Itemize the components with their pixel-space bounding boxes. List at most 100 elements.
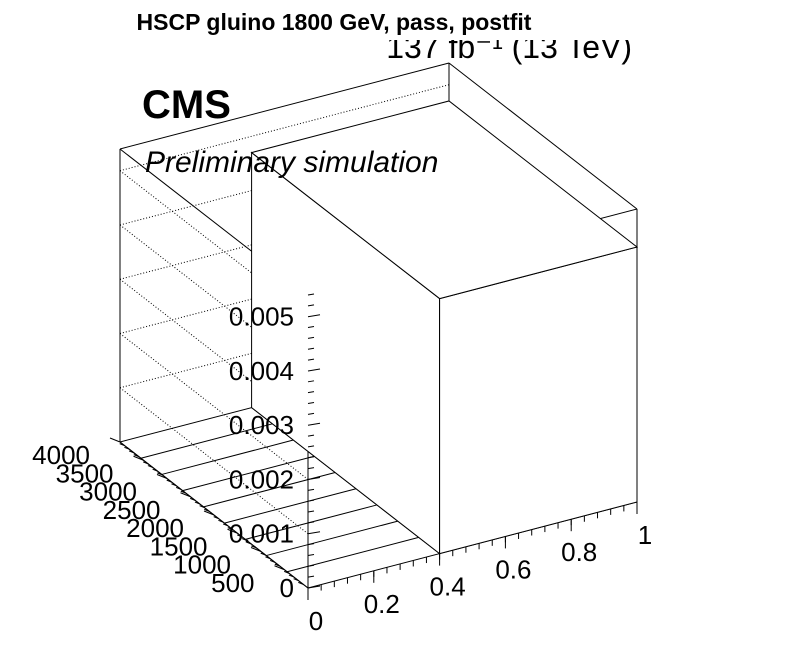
y-tick-label: 3500 bbox=[56, 458, 114, 488]
y-minor-tick bbox=[128, 450, 135, 454]
y-minor-tick bbox=[166, 479, 172, 483]
y-tick-label: 500 bbox=[211, 568, 254, 598]
y-major-tick bbox=[133, 455, 144, 461]
y-minor-tick bbox=[284, 570, 290, 574]
y-minor-tick bbox=[143, 461, 149, 465]
y-minor-tick bbox=[251, 545, 257, 549]
y-minor-tick bbox=[218, 519, 224, 523]
z-major-tick bbox=[307, 585, 321, 589]
y-major-tick bbox=[156, 474, 168, 479]
y-minor-tick bbox=[199, 505, 205, 509]
preliminary-label: Preliminary simulation bbox=[145, 146, 438, 179]
z-tick-label: 0.001 bbox=[229, 519, 294, 549]
z-major-tick bbox=[307, 368, 321, 372]
z-tick-label: 0.003 bbox=[229, 410, 294, 440]
z-tick-label: 0.002 bbox=[229, 464, 294, 494]
z-minor-tick bbox=[307, 467, 315, 470]
y-minor-tick bbox=[152, 468, 158, 472]
y-minor-tick bbox=[241, 538, 248, 542]
frame-top-edge bbox=[119, 62, 450, 150]
z-minor-tick bbox=[307, 553, 315, 556]
y-tick-label: 2000 bbox=[126, 513, 184, 543]
x-tick-label: 0 bbox=[309, 606, 323, 636]
z-minor-tick bbox=[307, 456, 315, 459]
z-grid-line bbox=[119, 333, 309, 480]
y-minor-tick bbox=[175, 486, 182, 490]
z-minor-tick bbox=[307, 304, 315, 307]
z-major-tick bbox=[307, 531, 321, 535]
y-minor-tick bbox=[171, 483, 177, 487]
z-minor-tick bbox=[307, 412, 315, 415]
y-tick-label: 4000 bbox=[32, 440, 90, 470]
y-major-tick bbox=[250, 547, 262, 552]
z-tick-label: 0 bbox=[280, 573, 294, 603]
z-tick-label: 0.004 bbox=[229, 356, 294, 386]
z-minor-tick bbox=[307, 434, 315, 437]
y-minor-tick bbox=[293, 578, 299, 582]
y-tick-label: 1500 bbox=[150, 531, 208, 561]
z-minor-tick bbox=[307, 358, 315, 361]
x-axis-ticks: 0 0.2 0.4 0.6 0.8 1 bbox=[307, 502, 652, 636]
z-minor-tick bbox=[307, 543, 315, 546]
y-minor-tick bbox=[288, 574, 295, 578]
y-major-tick bbox=[109, 437, 121, 443]
title-box bbox=[0, 0, 636, 40]
chart-title: HSCP gluino 1800 GeV, pass, postfit bbox=[137, 9, 532, 35]
floor-bin-line bbox=[182, 455, 315, 492]
cms-label: CMS bbox=[142, 83, 231, 127]
y-major-tick bbox=[227, 528, 238, 534]
y-major-tick bbox=[180, 492, 191, 498]
y-major-tick bbox=[203, 510, 215, 516]
y-minor-tick bbox=[227, 527, 233, 531]
z-minor-tick bbox=[307, 402, 315, 405]
floor-bin-line bbox=[286, 536, 419, 573]
z-minor-tick bbox=[307, 510, 315, 513]
z-minor-tick bbox=[307, 391, 315, 394]
y-minor-tick bbox=[222, 523, 229, 527]
x-tick-label: 0.4 bbox=[430, 572, 466, 602]
z-major-tick bbox=[307, 314, 321, 318]
z-minor-tick bbox=[307, 445, 315, 448]
y-minor-tick bbox=[147, 465, 154, 469]
y-minor-tick bbox=[265, 556, 271, 560]
y-minor-tick bbox=[237, 534, 243, 538]
y-tick-label: 2500 bbox=[103, 495, 161, 525]
x-tick-label: 0.8 bbox=[561, 537, 597, 567]
z-minor-tick bbox=[307, 575, 315, 578]
y-minor-tick bbox=[274, 563, 280, 567]
floor-bin-line bbox=[224, 488, 357, 524]
y-major-tick bbox=[274, 565, 285, 571]
z-minor-tick bbox=[307, 380, 315, 383]
bars bbox=[250, 100, 639, 555]
y-minor-tick bbox=[246, 541, 252, 545]
y-tick-label: 1000 bbox=[173, 550, 231, 580]
y-minor-tick bbox=[204, 508, 210, 512]
bar-front-face bbox=[439, 246, 638, 555]
z-minor-tick bbox=[307, 488, 315, 491]
x-tick-label: 1 bbox=[638, 520, 652, 550]
frame-top-edge bbox=[448, 62, 638, 210]
z-minor-tick bbox=[307, 347, 315, 350]
z-major-tick bbox=[307, 476, 321, 480]
y-tick-label: 3000 bbox=[79, 477, 137, 507]
y-minor-tick bbox=[133, 454, 139, 458]
floor-bin-line bbox=[140, 423, 273, 459]
y-minor-tick bbox=[298, 581, 304, 585]
z-axis-ticks: 0 0.001 0.002 0.003 0.004 0.005 bbox=[229, 293, 321, 603]
bar bbox=[250, 100, 639, 555]
y-minor-tick bbox=[124, 446, 130, 450]
x-tick-label: 0.6 bbox=[495, 554, 531, 584]
y-minor-tick bbox=[157, 472, 163, 476]
bar-top-face bbox=[250, 100, 639, 300]
floor-bin-line bbox=[266, 520, 398, 557]
z-minor-tick bbox=[307, 293, 315, 296]
y-minor-tick bbox=[269, 559, 276, 563]
y-minor-tick bbox=[119, 443, 125, 447]
floor-bin-line bbox=[161, 439, 294, 475]
z-minor-tick bbox=[307, 499, 315, 502]
y-minor-tick bbox=[190, 497, 196, 501]
z-minor-tick bbox=[307, 336, 315, 339]
y-minor-tick bbox=[260, 552, 266, 556]
